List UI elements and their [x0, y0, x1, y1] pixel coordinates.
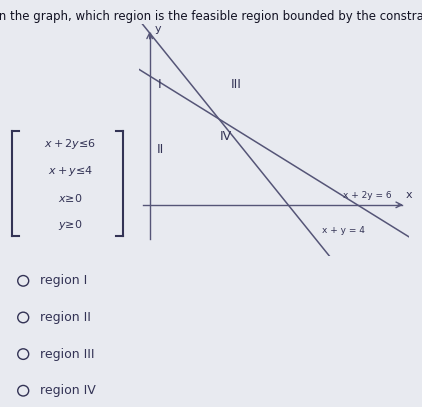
- Text: $x ≥ 0$: $x ≥ 0$: [58, 192, 82, 204]
- Text: region IV: region IV: [40, 384, 96, 397]
- Text: IV: IV: [220, 129, 232, 142]
- Text: y: y: [155, 24, 162, 34]
- Text: $x + y ≤ 4$: $x + y ≤ 4$: [48, 164, 92, 178]
- Text: x + 2y = 6: x + 2y = 6: [344, 191, 392, 200]
- Text: region II: region II: [40, 311, 91, 324]
- Text: $y ≥ 0$: $y ≥ 0$: [58, 218, 82, 232]
- Text: Given the graph, which region is the feasible region bounded by the constraints:: Given the graph, which region is the fea…: [0, 10, 422, 23]
- Text: III: III: [231, 78, 242, 91]
- Text: x: x: [406, 190, 413, 200]
- Text: x + y = 4: x + y = 4: [322, 226, 365, 235]
- Text: region I: region I: [40, 274, 87, 287]
- Text: region III: region III: [40, 348, 95, 361]
- Text: $x + 2y ≤ 6$: $x + 2y ≤ 6$: [44, 137, 96, 151]
- Text: I: I: [158, 78, 162, 91]
- Text: II: II: [157, 142, 164, 155]
